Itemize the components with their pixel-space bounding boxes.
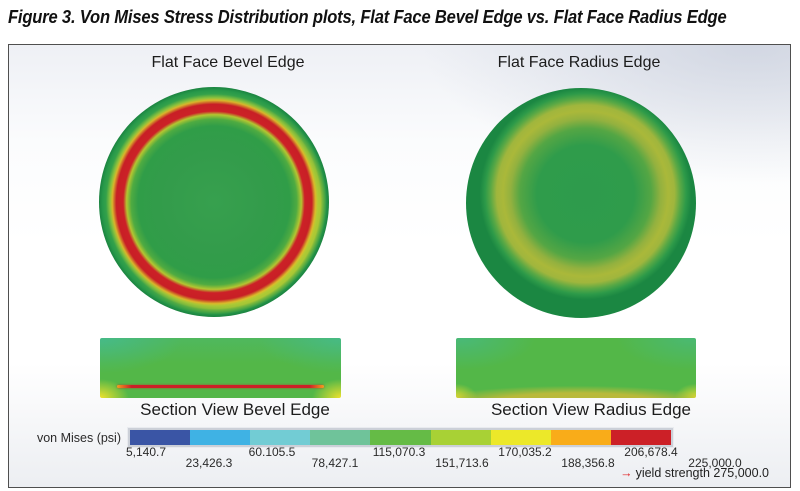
- colorbar-segment: [430, 430, 491, 445]
- colorbar-segment: [130, 430, 191, 445]
- colorbar-segment: [190, 430, 251, 445]
- radius-section-title: Section View Radius Edge: [490, 400, 692, 419]
- max-stress-line: [116, 385, 325, 389]
- legend-tick: 206,678.4: [624, 445, 678, 459]
- legend-tick: 170,035.2: [498, 445, 552, 459]
- radius-panel-title: Flat Face Radius Edge: [497, 54, 661, 71]
- colorbar-segment: [310, 430, 371, 445]
- yield-strength-note: → yield strength 275,000.0: [620, 466, 769, 480]
- legend-tick: 115,070.3: [372, 445, 426, 459]
- legend-tick: 225,000.0: [688, 456, 742, 470]
- figure-canvas: Flat Face Bevel Edge Flat Face Radius Ed…: [8, 44, 791, 488]
- legend-tick: 23,426.3: [185, 456, 233, 470]
- bevel-panel-title: Flat Face Bevel Edge: [151, 54, 305, 71]
- colorbar-segment: [250, 430, 311, 445]
- colorbar-segment: [370, 430, 431, 445]
- bevel-section-title: Section View Bevel Edge: [140, 400, 330, 419]
- radius-section-view: [456, 338, 696, 398]
- colorbar-ticks: 5,140.7 23,426.3 60.105.5 78,427.1 115,0…: [9, 445, 790, 471]
- bevel-section-view: [100, 338, 341, 398]
- colorbar-segment: [550, 430, 611, 445]
- colorbar-segment: [610, 430, 671, 445]
- yield-arrow-icon: →: [620, 466, 633, 480]
- legend-tick: 188,356.8: [561, 456, 615, 470]
- colorbar-segment: [490, 430, 551, 445]
- legend-tick: 60.105.5: [248, 445, 296, 459]
- colorbar-label: von Mises (psi): [36, 431, 121, 445]
- colorbar: [128, 428, 673, 447]
- yield-strength-text: yield strength 275,000.0: [635, 466, 769, 480]
- bevel-face-contour-plot: [99, 87, 329, 317]
- legend-tick: 78,427.1: [311, 456, 359, 470]
- legend-tick: 151,713.6: [435, 456, 489, 470]
- legend-tick: 5,140.7: [125, 445, 167, 459]
- figure-caption: Figure 3. Von Mises Stress Distribution …: [8, 7, 727, 27]
- radius-face-contour-plot: [466, 88, 696, 318]
